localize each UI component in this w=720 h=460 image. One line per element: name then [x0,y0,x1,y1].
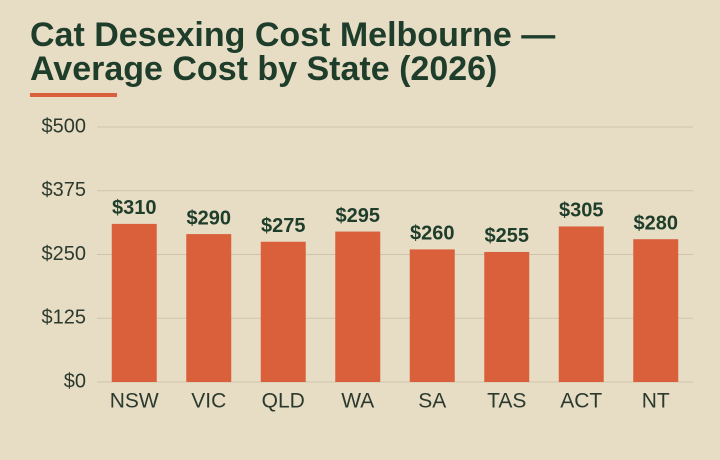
x-tick-label: VIC [191,390,226,413]
x-tick-label: ACT [560,390,602,413]
bar [335,231,381,382]
bar [409,249,455,382]
value-label: $290 [187,207,232,229]
x-tick-label: TAS [487,390,526,413]
value-label: $260 [410,223,455,245]
value-label: $295 [336,205,381,227]
y-tick-label: $500 [42,115,87,137]
value-label: $305 [559,200,604,222]
x-tick-label: WA [341,390,374,413]
x-tick-label: NSW [110,390,159,413]
y-tick-label: $125 [42,307,87,329]
value-label: $275 [261,215,306,237]
bar [186,234,232,382]
y-tick-label: $375 [42,179,87,201]
chart-title: Cat Desexing Cost Melbourne — Average Co… [30,16,556,88]
y-tick-label: $0 [64,370,86,392]
bar [260,241,306,382]
y-tick-label: $250 [42,243,87,265]
bar [111,223,157,382]
title-accent [30,93,117,97]
bar [558,226,604,382]
value-label: $255 [485,225,530,247]
value-label: $280 [634,212,679,234]
value-label: $310 [112,197,157,219]
x-tick-label: QLD [262,390,305,413]
bar [484,251,530,382]
x-tick-label: NT [642,390,670,413]
x-tick-label: SA [418,390,446,413]
bar [633,239,679,382]
